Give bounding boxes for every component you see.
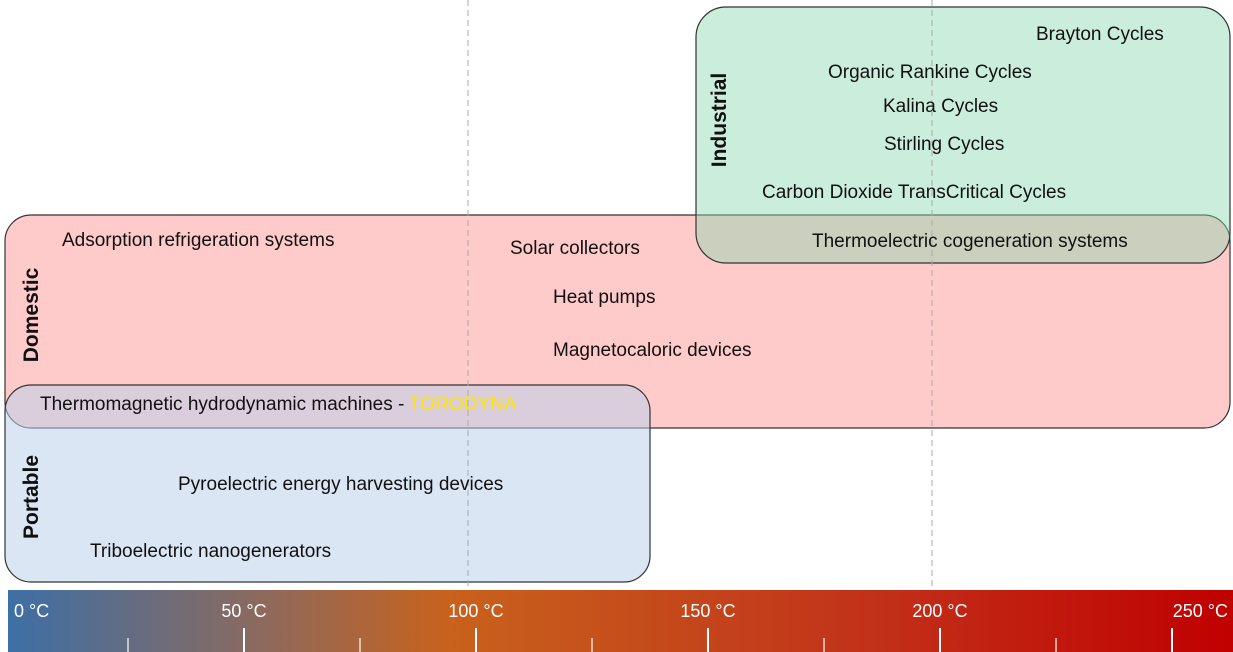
item: Kalina Cycles bbox=[883, 96, 998, 117]
temperature-bar bbox=[8, 590, 1233, 652]
item: Carbon Dioxide TransCritical Cycles bbox=[762, 182, 1066, 203]
item-text: Thermomagnetic hydrodynamic machines - bbox=[40, 394, 409, 415]
scale-label: 0 °C bbox=[14, 601, 49, 621]
item: Heat pumps bbox=[553, 287, 655, 308]
item: Organic Rankine Cycles bbox=[828, 62, 1032, 83]
item: Magnetocaloric devices bbox=[553, 340, 752, 361]
scale-label: 150 °C bbox=[680, 601, 735, 621]
group-label: Portable bbox=[20, 455, 43, 539]
group-label: Industrial bbox=[708, 73, 731, 168]
item: Solar collectors bbox=[510, 238, 640, 259]
item: Triboelectric nanogenerators bbox=[90, 541, 331, 562]
item: Adsorption refrigeration systems bbox=[62, 230, 334, 251]
item: Thermoelectric cogeneration systems bbox=[812, 231, 1128, 252]
scale-label: 250 °C bbox=[1173, 601, 1228, 621]
scale: 0 °C 50 °C 100 °C 150 °C 200 °C 250 °C bbox=[14, 601, 1228, 652]
scale-label: 100 °C bbox=[448, 601, 503, 621]
item: Brayton Cycles bbox=[1036, 24, 1164, 45]
highlight: TORODYNA bbox=[409, 394, 517, 415]
group-label: Domestic bbox=[20, 267, 43, 362]
scale-label: 200 °C bbox=[912, 601, 967, 621]
item: Stirling Cycles bbox=[884, 134, 1004, 155]
portable-box bbox=[4, 384, 651, 583]
item: Pyroelectric energy harvesting devices bbox=[178, 474, 503, 495]
scale-label: 50 °C bbox=[221, 601, 266, 621]
industrial-box bbox=[695, 6, 1231, 264]
item: Thermomagnetic hydrodynamic machines - T… bbox=[40, 394, 517, 415]
